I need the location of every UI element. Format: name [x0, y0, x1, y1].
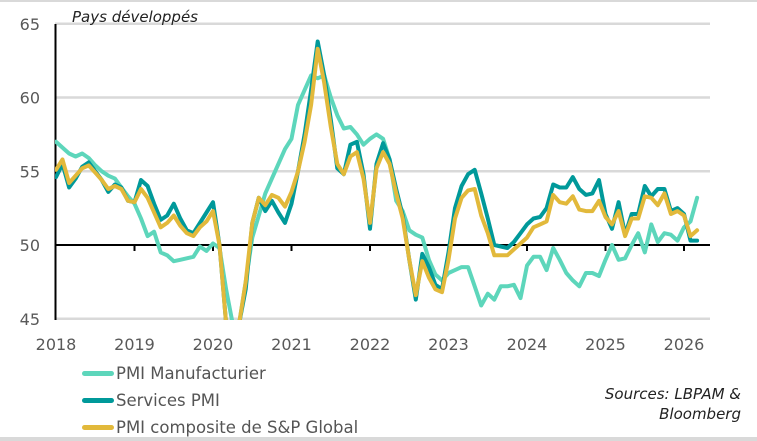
y-tick-label: 60 — [20, 89, 40, 108]
x-tick-label: 2020 — [193, 335, 234, 354]
sources-line: Bloomberg — [659, 405, 741, 423]
x-tick-label: 2021 — [271, 335, 312, 354]
x-tick-label: 2019 — [114, 335, 155, 354]
legend-swatch — [82, 371, 114, 376]
legend-item-composite: PMI composite de S&P Global — [82, 414, 358, 441]
sources-note: Sources: LBPAM & Bloomberg — [605, 384, 741, 424]
frame-bottom-border — [0, 437, 757, 441]
legend-item-services: Services PMI — [82, 387, 358, 414]
x-tick-label: 2026 — [664, 335, 705, 354]
y-tick-label: 65 — [20, 15, 40, 34]
legend-item-manufacturing: PMI Manufacturier — [82, 360, 358, 387]
y-tick-label: 55 — [20, 162, 40, 181]
legend-label: PMI Manufacturier — [116, 364, 266, 383]
series-line-2 — [55, 46, 700, 320]
legend-label: Services PMI — [116, 391, 220, 410]
frame-top-border — [0, 0, 757, 2]
chart-subtitle: Pays développés — [72, 8, 198, 26]
legend-swatch — [82, 398, 114, 403]
series-line-0 — [55, 73, 700, 320]
legend: PMI Manufacturier Services PMI PMI compo… — [82, 360, 358, 441]
x-tick-label: 2023 — [428, 335, 469, 354]
x-tick-label: 2018 — [36, 335, 77, 354]
sources-line: Sources: LBPAM & — [604, 385, 741, 403]
x-tick-label: 2025 — [585, 335, 626, 354]
x-tick-label: 2022 — [350, 335, 391, 354]
y-tick-label: 50 — [20, 236, 40, 255]
legend-label: PMI composite de S&P Global — [116, 418, 359, 437]
legend-swatch — [82, 425, 114, 430]
x-tick-label: 2024 — [507, 335, 548, 354]
y-tick-label: 45 — [20, 310, 40, 329]
